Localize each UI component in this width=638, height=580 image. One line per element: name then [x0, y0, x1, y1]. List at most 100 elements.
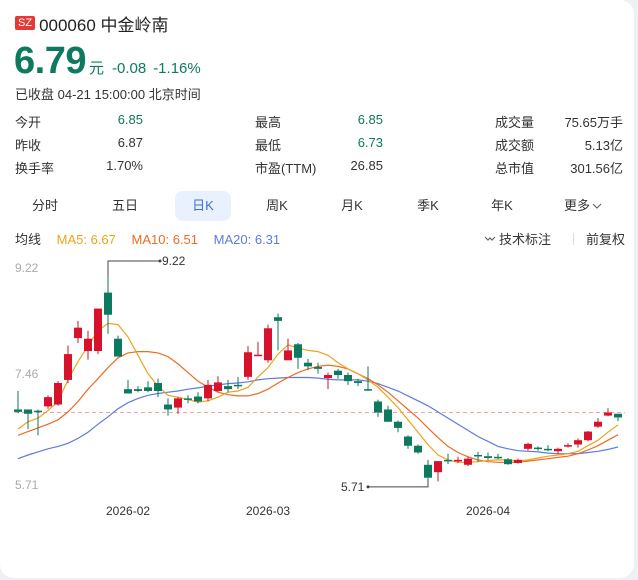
candle: [214, 376, 222, 393]
tab-label: 周K: [266, 198, 288, 213]
stat-label: 换手率: [15, 161, 55, 176]
stat-label: 总市值: [495, 161, 535, 176]
tab-6[interactable]: 年K: [474, 191, 530, 221]
x-tick-mar: 2026-03: [246, 504, 291, 518]
tab-label: 五日: [111, 198, 138, 213]
ma5-line: [17, 322, 619, 463]
candle: [464, 456, 472, 467]
tab-label: 日K: [192, 198, 214, 213]
candle: [204, 379, 212, 402]
candle: [524, 442, 532, 451]
ma10-value: MA10: 6.51: [131, 232, 199, 247]
candle: [364, 366, 372, 391]
candle: [454, 456, 462, 463]
tab-1[interactable]: 五日: [97, 191, 153, 221]
stat-item: 成交额 5.13亿: [495, 135, 623, 155]
candle: [534, 446, 542, 451]
candle: [184, 395, 192, 404]
candle: [554, 447, 562, 454]
candle: [604, 408, 612, 417]
stat-label: 今开: [15, 115, 42, 130]
tab-label: 更多: [563, 198, 590, 213]
candle: [174, 397, 182, 414]
ma5-value: MA5: 6.67: [56, 232, 116, 247]
adjust-button[interactable]: 前复权: [585, 232, 625, 247]
candle: [54, 381, 62, 406]
candle: [234, 376, 242, 390]
candle: [514, 458, 522, 464]
candle: [34, 409, 42, 436]
ma-label: 均线: [15, 232, 42, 247]
stat-value: 6.85: [357, 112, 383, 127]
tab-7[interactable]: 更多: [555, 191, 611, 221]
candle: [264, 324, 272, 363]
candle: [574, 438, 582, 448]
kline-chart[interactable]: 9.22 5.71: [0, 250, 634, 500]
stat-label: 昨收: [15, 138, 42, 153]
candle: [354, 378, 362, 387]
max-annotation: 9.22: [162, 254, 186, 268]
candle: [274, 313, 282, 351]
candle: [104, 268, 112, 334]
candle: [484, 452, 492, 460]
stat-value: 6.87: [117, 135, 143, 150]
stat-value: 75.65万手: [564, 115, 623, 130]
price-change: -0.08: [111, 60, 147, 77]
candle: [124, 379, 132, 394]
candle: [404, 435, 412, 449]
candle: [344, 372, 352, 385]
candle: [614, 413, 622, 422]
candle: [284, 338, 292, 361]
chart-options: 技术标注 前复权: [484, 229, 625, 248]
tech-annotation-toggle[interactable]: 技术标注: [484, 229, 563, 248]
stat-value: 5.13亿: [584, 138, 623, 153]
stat-item: 成交量 75.65万手: [495, 112, 623, 132]
tab-3[interactable]: 周K: [249, 191, 305, 221]
candle: [374, 399, 382, 417]
title-row: SZ 000060 中金岭南: [15, 12, 169, 35]
tab-0[interactable]: 分时: [17, 191, 73, 221]
candle: [114, 335, 122, 357]
stat-value: 6.85: [117, 112, 143, 127]
stat-label: 最低: [255, 138, 282, 153]
price-change-pct: -1.16%: [153, 60, 201, 77]
candle: [474, 451, 482, 462]
price-row: 6.79 元 -0.08 -1.16%: [14, 40, 201, 83]
candle: [254, 341, 262, 357]
candle: [74, 320, 82, 344]
stock-title[interactable]: 000060 中金岭南: [39, 15, 169, 35]
candle: [194, 392, 202, 404]
candle: [544, 445, 552, 452]
chevron-down-icon: [484, 236, 496, 241]
stat-item: 总市值 301.56亿: [495, 158, 623, 178]
price-unit: 元: [88, 60, 104, 77]
candle: [84, 330, 92, 360]
candle: [154, 378, 162, 398]
candle: [414, 444, 422, 454]
stat-value: 301.56亿: [570, 161, 623, 176]
divider: [572, 232, 574, 245]
tab-4[interactable]: 月K: [324, 191, 380, 221]
tab-label: 月K: [341, 198, 363, 213]
tab-2[interactable]: 日K: [175, 191, 231, 221]
stat-value: 6.73: [357, 135, 383, 150]
tab-label: 年K: [491, 198, 513, 213]
candle: [594, 418, 602, 428]
candle: [494, 453, 502, 460]
stat-value: 1.70%: [106, 158, 143, 173]
y-tick-mid: 7.46: [15, 367, 39, 381]
stat-label: 最高: [255, 115, 282, 130]
market-status: 已收盘 04-21 15:00:00 北京时间: [15, 87, 201, 102]
candle: [324, 372, 332, 390]
candle: [14, 391, 22, 414]
candle: [244, 346, 252, 380]
candle: [334, 368, 342, 379]
stat-item: 市盈(TTM) 26.85: [255, 158, 383, 178]
stat-item: 昨收 6.87: [15, 135, 143, 155]
ma-legend: 均线 MA5: 6.67 MA10: 6.51 MA20: 6.31 技术标注 …: [15, 229, 625, 247]
candle: [314, 362, 322, 374]
stat-value: 26.85: [350, 158, 383, 173]
candle: [394, 420, 402, 433]
tab-5[interactable]: 季K: [400, 191, 456, 221]
